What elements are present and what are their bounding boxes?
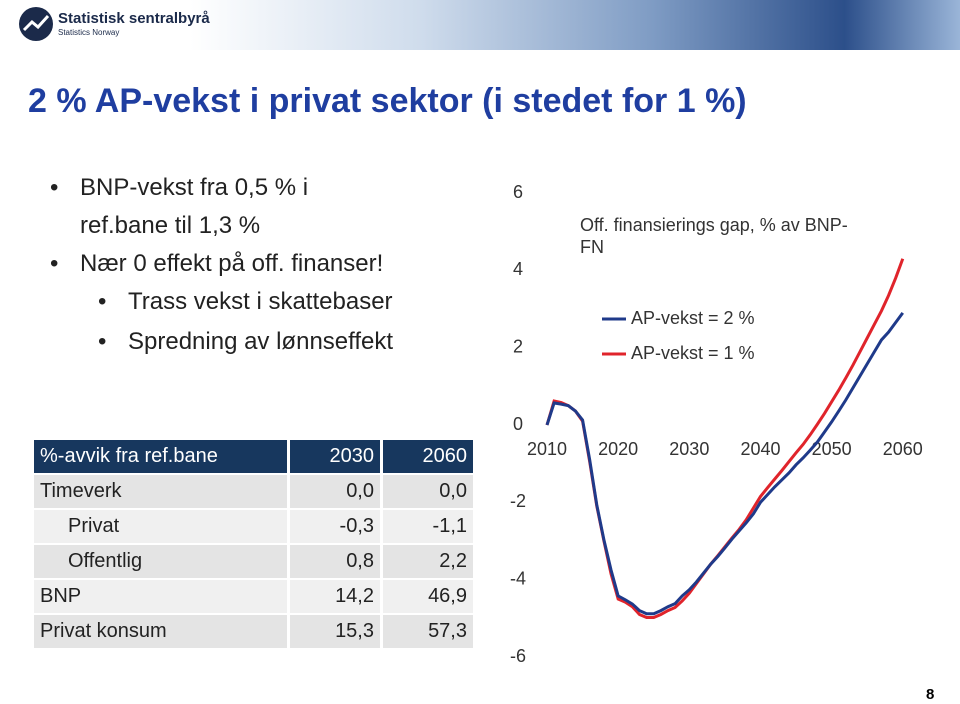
cell: -0,3 — [290, 510, 383, 543]
cell: Timeverk — [34, 475, 290, 508]
y-tick-label: -6 — [510, 646, 526, 666]
row: Privat konsum 15,3 57,3 — [34, 615, 476, 648]
y-tick-label: 2 — [513, 336, 523, 356]
logo-icon — [19, 7, 53, 41]
header-row: %-avvik fra ref.bane 2030 2060 — [34, 440, 476, 473]
header-cell: %-avvik fra ref.bane — [34, 440, 290, 473]
sub-bullet: Trass vekst i skattebaser — [98, 283, 392, 321]
logo-sub: Statistics Norway — [58, 28, 120, 37]
header-cell: 2030 — [290, 440, 383, 473]
x-tick-label: 2010 — [527, 439, 567, 459]
cell: 0,8 — [290, 545, 383, 578]
chart-title: Off. finansierings gap, % av BNP-FN — [580, 215, 848, 257]
row: Timeverk 0,0 0,0 — [34, 475, 476, 508]
page-number: 8 — [926, 686, 935, 703]
cell: 57,3 — [383, 615, 476, 648]
y-tick-label: -4 — [510, 568, 526, 588]
cell: 46,9 — [383, 580, 476, 613]
header-band — [190, 0, 960, 50]
x-tick-label: 2030 — [669, 439, 709, 459]
bullet: BNP-vekst fra 0,5 % i ref.bane til 1,3 % — [50, 169, 390, 245]
x-tick-label: 2040 — [740, 439, 780, 459]
legend-label: AP-vekst = 2 % — [631, 308, 755, 328]
cell: 2,2 — [383, 545, 476, 578]
y-tick-label: 6 — [513, 182, 523, 202]
bullet: Nær 0 effekt på off. finanser! — [50, 245, 383, 283]
row: Offentlig 0,8 2,2 — [34, 545, 476, 578]
row: Privat -0,3 -1,1 — [34, 510, 476, 543]
cell: 14,2 — [290, 580, 383, 613]
x-tick-label: 2020 — [598, 439, 638, 459]
cell: 15,3 — [290, 615, 383, 648]
y-tick-label: 4 — [513, 259, 523, 279]
slide-title: 2 % AP-vekst i privat sektor (i stedet f… — [28, 82, 747, 120]
logo-name: Statistisk sentralbyrå — [58, 10, 210, 27]
legend-label: AP-vekst = 1 % — [631, 343, 755, 363]
x-tick-label: 2060 — [883, 439, 923, 459]
x-tick-label: 2050 — [812, 439, 852, 459]
cell: 0,0 — [290, 475, 383, 508]
cell: -1,1 — [383, 510, 476, 543]
sub-bullet: Spredning av lønnseffekt — [98, 323, 393, 361]
cell: BNP — [34, 580, 290, 613]
header-cell: 2060 — [383, 440, 476, 473]
cell: Privat konsum — [34, 615, 290, 648]
line — [545, 311, 904, 616]
cell: Privat — [34, 510, 290, 543]
y-tick-label: 0 — [513, 414, 523, 434]
cell: 0,0 — [383, 475, 476, 508]
row: BNP 14,2 46,9 — [34, 580, 476, 613]
y-tick-label: -2 — [510, 491, 526, 511]
table: %-avvik fra ref.bane 2030 2060 Timeverk 0,0 0… — [34, 438, 476, 650]
cell: Offentlig — [34, 545, 290, 578]
